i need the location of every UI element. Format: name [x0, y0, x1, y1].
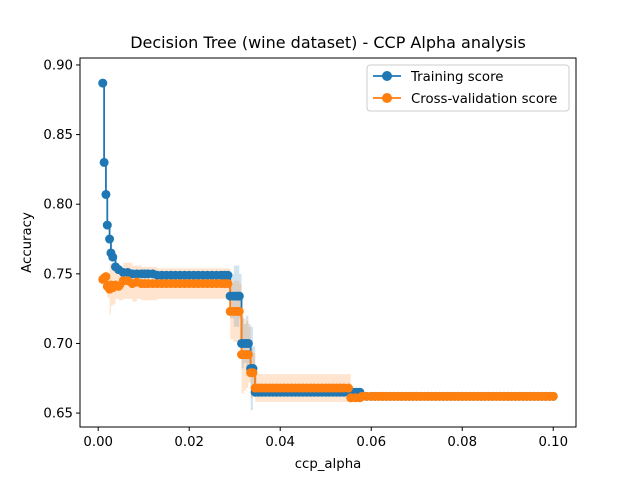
chart-title: Decision Tree (wine dataset) - CCP Alpha…	[130, 33, 526, 52]
data-point-cross-validation-score	[248, 368, 258, 378]
y-tick-label: 0.70	[43, 337, 73, 352]
x-tick-label: 0.02	[174, 435, 204, 450]
y-axis-ticks: 0.65 0.70 0.75 0.80 0.85 0.90	[43, 58, 80, 422]
data-point-cross-validation-score	[548, 391, 558, 401]
data-point-training-score	[234, 291, 244, 301]
x-axis-ticks: 0.00 0.02 0.04 0.06 0.08 0.10	[83, 427, 568, 450]
y-tick-label: 0.90	[43, 58, 73, 73]
y-tick-label: 0.80	[43, 198, 73, 213]
y-tick-label: 0.65	[43, 407, 73, 422]
data-point-cross-validation-score	[223, 279, 233, 289]
data-point-cross-validation-score	[343, 383, 353, 393]
x-tick-label: 0.00	[83, 435, 113, 450]
plot-area	[98, 78, 558, 411]
x-tick-label: 0.06	[356, 435, 386, 450]
data-point-training-score	[105, 234, 115, 244]
x-tick-label: 0.08	[447, 435, 477, 450]
x-axis-label: ccp_alpha	[295, 457, 362, 472]
legend: Training score Cross-validation score	[366, 64, 570, 112]
data-point-training-score	[98, 78, 108, 88]
y-tick-label: 0.85	[43, 128, 73, 143]
data-point-training-score	[101, 189, 111, 199]
data-point-training-score	[99, 157, 109, 167]
data-point-training-score	[223, 270, 233, 280]
y-axis-label: Accuracy	[20, 212, 35, 273]
axes-frame	[79, 57, 577, 428]
legend-label-cross-validation: Cross-validation score	[411, 92, 557, 107]
legend-marker-cross-validation	[382, 93, 392, 103]
x-tick-label: 0.10	[538, 435, 568, 450]
data-point-training-score	[108, 252, 118, 262]
legend-label-training: Training score	[410, 70, 503, 85]
data-point-training-score	[243, 338, 253, 348]
y-tick-label: 0.75	[43, 267, 73, 282]
x-tick-label: 0.04	[265, 435, 295, 450]
data-point-cross-validation-score	[234, 306, 244, 316]
legend-marker-training	[382, 71, 392, 81]
confidence-band-cross-validation-score	[102, 262, 554, 402]
data-point-cross-validation-score	[243, 350, 253, 360]
legend-box	[366, 64, 570, 112]
data-point-training-score	[102, 220, 112, 230]
data-point-cross-validation-score	[101, 272, 111, 282]
